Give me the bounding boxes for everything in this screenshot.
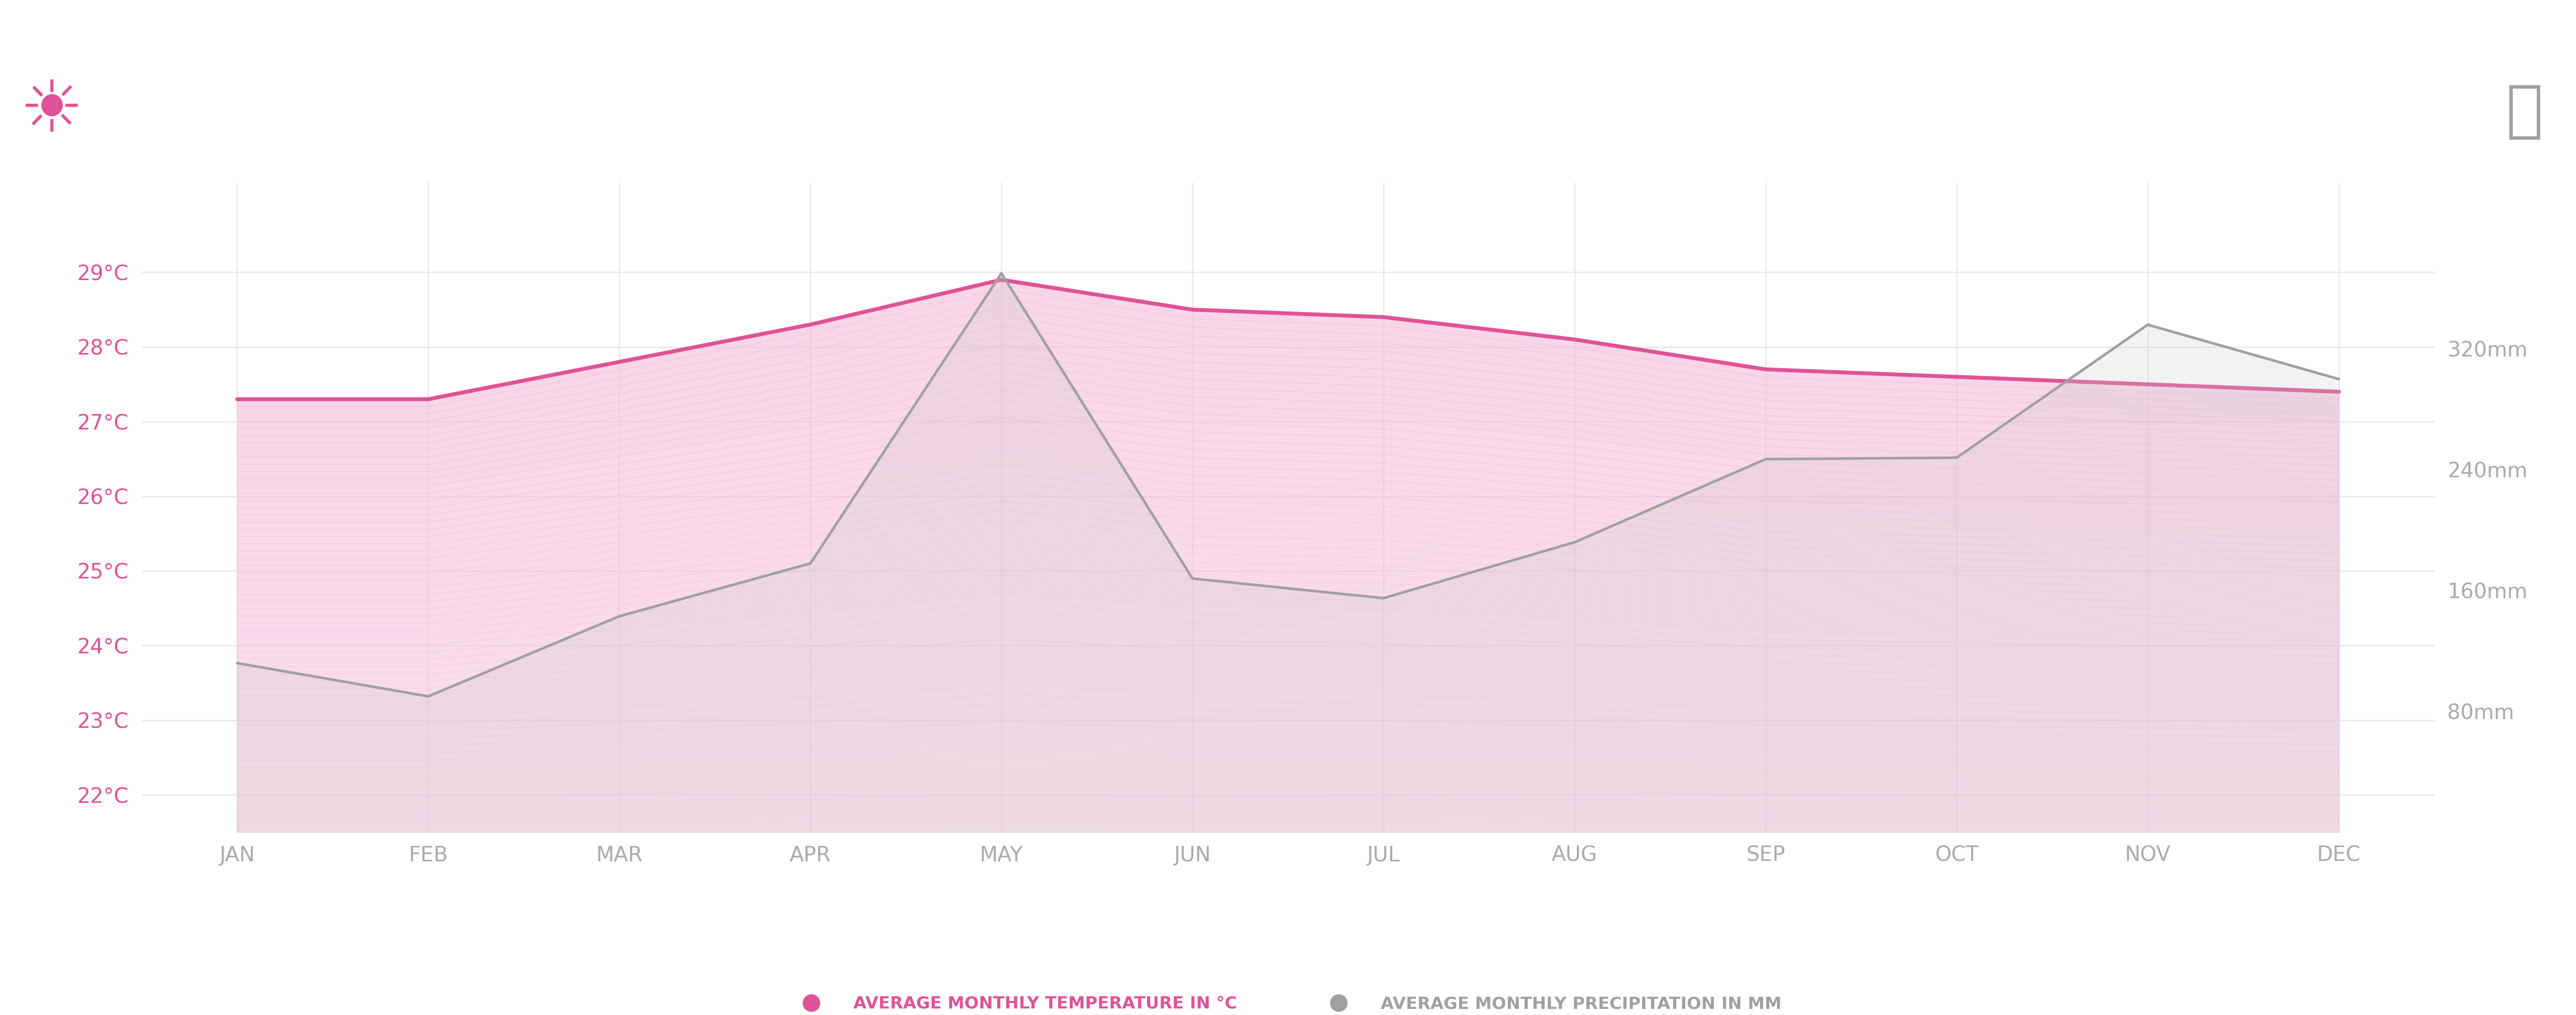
Text: 🌧: 🌧	[2506, 82, 2543, 141]
Legend: AVERAGE MONTHLY TEMPERATURE IN °C, AVERAGE MONTHLY PRECIPITATION IN MM: AVERAGE MONTHLY TEMPERATURE IN °C, AVERA…	[788, 990, 1788, 1015]
Text: ☀: ☀	[21, 77, 82, 146]
